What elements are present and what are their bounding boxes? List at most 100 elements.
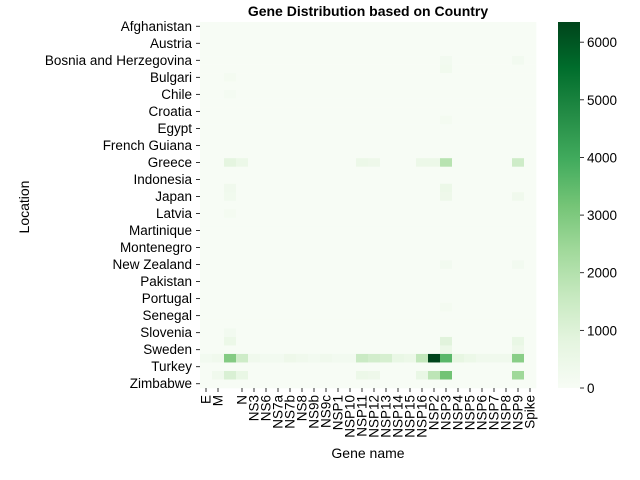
heatmap-cell — [212, 328, 225, 338]
heatmap-cell — [224, 166, 237, 176]
heatmap-cell — [392, 30, 405, 40]
heatmap-cell — [236, 328, 249, 338]
heatmap-cell — [452, 183, 465, 193]
heatmap-cell — [476, 345, 489, 355]
heatmap-cell — [260, 243, 273, 253]
heatmap-cell — [464, 234, 477, 244]
heatmap-cell — [236, 234, 249, 244]
heatmap-cell — [272, 166, 285, 176]
heatmap-cell — [284, 370, 297, 380]
heatmap-cell — [488, 268, 501, 278]
heatmap-cell — [500, 234, 513, 244]
heatmap-cell — [236, 345, 249, 355]
heatmap-cell — [248, 362, 261, 372]
heatmap-cell — [308, 226, 321, 236]
heatmap-cell — [320, 226, 333, 236]
heatmap-cell — [200, 328, 213, 338]
heatmap-cell — [296, 328, 309, 338]
heatmap-cell — [260, 47, 273, 57]
heatmap-cell — [440, 81, 453, 91]
heatmap-cell — [524, 353, 537, 363]
heatmap-cell — [452, 243, 465, 253]
colorbar — [558, 22, 580, 388]
heatmap-cell — [404, 90, 417, 99]
heatmap-cell — [332, 243, 345, 253]
heatmap-cell — [392, 328, 405, 338]
heatmap-cell — [428, 243, 441, 253]
heatmap-cell — [476, 294, 489, 304]
heatmap-cell — [452, 328, 465, 338]
heatmap-cell — [200, 22, 213, 31]
heatmap-cell — [344, 311, 357, 321]
heatmap-cell — [392, 56, 405, 65]
heatmap-cell — [236, 192, 249, 202]
heatmap-cell — [404, 336, 417, 346]
heatmap-cell — [416, 285, 429, 295]
heatmap-cell — [380, 260, 393, 270]
heatmap-cell — [272, 81, 285, 91]
heatmap-cell — [248, 124, 261, 133]
heatmap-cell — [416, 47, 429, 57]
heatmap-cell — [260, 124, 273, 133]
heatmap-cell — [488, 39, 501, 48]
heatmap-cell — [284, 149, 297, 159]
heatmap-cell — [212, 243, 225, 253]
heatmap-cell — [344, 319, 357, 329]
heatmap-cell — [272, 98, 285, 108]
colorbar-tick-label: 5000 — [587, 93, 617, 108]
x-tick-label: Spike — [523, 395, 538, 429]
heatmap-cell — [476, 285, 489, 295]
heatmap-cell — [380, 268, 393, 278]
x-axis: EM NNS3NS6NS7aNS7bNS8NS9bNS9cNSP1NSP10NSP… — [199, 388, 538, 438]
heatmap-cell — [320, 277, 333, 287]
heatmap-cell — [224, 98, 237, 108]
heatmap-cell — [332, 209, 345, 219]
heatmap-cell — [284, 47, 297, 57]
heatmap-cell — [452, 345, 465, 355]
heatmap-cell — [320, 328, 333, 338]
heatmap-cell — [380, 251, 393, 261]
heatmap-cell — [488, 200, 501, 210]
heatmap-cell — [308, 115, 321, 125]
heatmap-cell — [236, 260, 249, 270]
heatmap-cell — [416, 158, 429, 167]
heatmap-cell — [356, 192, 369, 202]
heatmap-cell — [248, 319, 261, 329]
heatmap-cell — [224, 90, 237, 99]
heatmap-cell — [416, 166, 429, 176]
heatmap-cell — [344, 370, 357, 380]
heatmap-cell — [380, 81, 393, 91]
heatmap-cell — [320, 64, 333, 74]
heatmap-cell — [200, 311, 213, 321]
x-tick-label: NSP5 — [463, 395, 478, 430]
heatmap-cell — [392, 311, 405, 321]
heatmap-cell — [440, 200, 453, 210]
x-tick-label: NSP4 — [451, 395, 466, 431]
heatmap-cell — [200, 132, 213, 142]
heatmap-cell — [488, 141, 501, 150]
x-tick-label: NSP15 — [403, 395, 418, 438]
heatmap-cell — [344, 73, 357, 82]
heatmap-cell — [440, 370, 453, 380]
heatmap-cell — [440, 336, 453, 346]
heatmap-cell — [440, 319, 453, 329]
heatmap-cell — [464, 132, 477, 142]
y-tick-label: Sweden — [143, 342, 192, 357]
heatmap-cell — [452, 175, 465, 185]
heatmap-cell — [392, 353, 405, 363]
heatmap-cell — [236, 353, 249, 363]
heatmap-cell — [260, 192, 273, 202]
heatmap-cell — [356, 243, 369, 253]
heatmap-cell — [464, 277, 477, 287]
heatmap-cell — [404, 226, 417, 236]
heatmap-cell — [392, 277, 405, 287]
heatmap-cell — [476, 226, 489, 236]
heatmap-cell — [404, 200, 417, 210]
heatmap-cell — [524, 285, 537, 295]
heatmap-cell — [392, 64, 405, 74]
heatmap-cell — [524, 319, 537, 329]
heatmap-cell — [392, 47, 405, 57]
heatmap-cell — [524, 81, 537, 91]
heatmap-cell — [476, 200, 489, 210]
heatmap-cell — [524, 260, 537, 270]
